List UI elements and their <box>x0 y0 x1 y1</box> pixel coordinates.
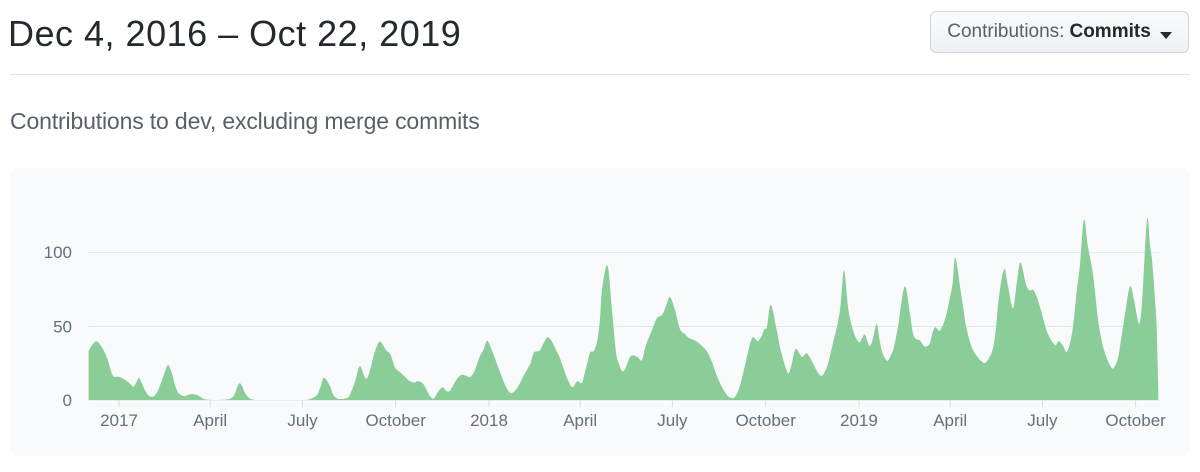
svg-text:October: October <box>735 411 796 430</box>
svg-text:0: 0 <box>63 391 72 410</box>
svg-text:October: October <box>1105 411 1166 430</box>
svg-text:50: 50 <box>53 318 72 337</box>
svg-text:July: July <box>657 411 688 430</box>
svg-text:April: April <box>563 411 597 430</box>
svg-text:July: July <box>287 411 318 430</box>
svg-text:April: April <box>193 411 227 430</box>
svg-text:July: July <box>1027 411 1058 430</box>
svg-text:2019: 2019 <box>840 411 878 430</box>
svg-text:100: 100 <box>44 243 72 262</box>
svg-text:April: April <box>933 411 967 430</box>
svg-text:2018: 2018 <box>470 411 508 430</box>
svg-text:October: October <box>365 411 426 430</box>
svg-text:2017: 2017 <box>100 411 138 430</box>
